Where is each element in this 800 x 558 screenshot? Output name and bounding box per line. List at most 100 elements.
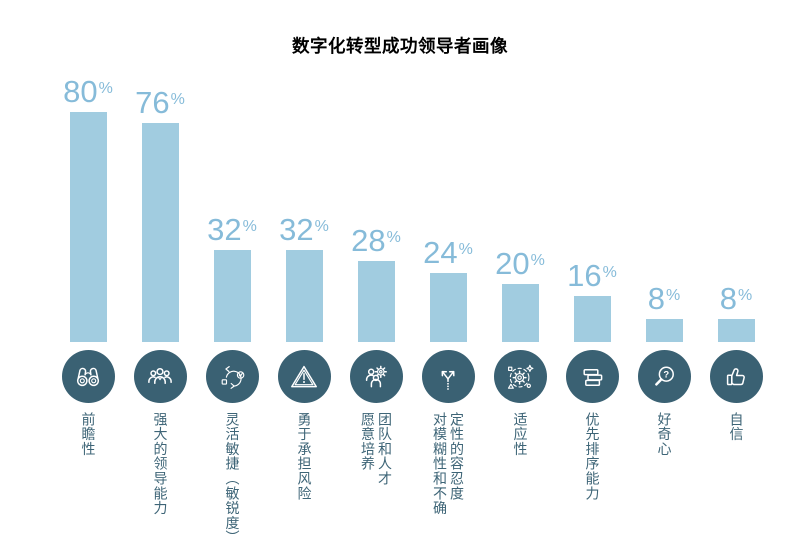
icon-cell <box>124 350 196 403</box>
bar-column: 8% <box>700 283 772 342</box>
icon-cell <box>268 350 340 403</box>
percent-sign: % <box>242 218 257 235</box>
percent-sign: % <box>666 287 681 304</box>
bar <box>645 319 683 342</box>
priority-list-icon <box>583 368 603 386</box>
percent-sign: % <box>602 264 617 281</box>
talent-gear-icon <box>365 365 387 387</box>
icons-row: ? <box>52 350 772 403</box>
value-label: 32% <box>279 214 329 245</box>
label-cell: 前瞻性 <box>52 412 124 456</box>
icon-circle <box>565 350 619 403</box>
label-cell: 对模糊性和不确 定性的容忍度 <box>412 412 484 516</box>
percent-sign: % <box>530 252 545 269</box>
bar <box>69 112 107 342</box>
label-cell: 勇于承担风险 <box>268 412 340 501</box>
category-label: 愿意培养 团队和人才 <box>360 412 393 486</box>
category-label: 前瞻性 <box>80 412 97 457</box>
value-label: 24% <box>423 237 473 268</box>
icon-circle <box>277 350 331 403</box>
bar-column: 32% <box>196 214 268 342</box>
category-label: 适应性 <box>512 412 529 457</box>
category-label: 强大的领导能力 <box>152 412 169 516</box>
label-cell: 灵活敏捷（敏锐度） <box>196 412 268 545</box>
value-number: 8 <box>647 281 665 316</box>
value-label: 80% <box>63 76 113 107</box>
label-cell: 适应性 <box>484 412 556 456</box>
labels-row: 前瞻性 强大的领导能力 灵活敏捷（敏锐度） 勇于承担风险 愿意培养 团队和人才 … <box>52 412 772 545</box>
value-label: 76% <box>135 87 185 118</box>
value-label: 20% <box>495 248 545 279</box>
value-number: 20 <box>495 246 530 281</box>
magnifier-question-icon: ? <box>655 366 674 386</box>
icon-cell <box>556 350 628 403</box>
percent-sign: % <box>98 80 113 97</box>
bars-area: 80% 76% 32% 32% 28% 24% 20% 16% <box>52 76 772 342</box>
value-label: 28% <box>351 225 401 256</box>
percent-sign: % <box>458 241 473 258</box>
bar-column: 16% <box>556 260 628 342</box>
category-label: 优先排序能力 <box>584 412 601 501</box>
icon-circle <box>493 350 547 403</box>
value-label: 16% <box>567 260 617 291</box>
bar-column: 8% <box>628 283 700 342</box>
bar <box>213 250 251 342</box>
value-number: 8 <box>719 281 737 316</box>
icon-circle <box>205 350 259 403</box>
bar <box>717 319 755 342</box>
chart-title: 数字化转型成功领导者画像 <box>292 36 508 56</box>
value-label: 8% <box>648 283 680 314</box>
label-cell: 优先排序能力 <box>556 412 628 501</box>
svg-text:?: ? <box>663 369 669 380</box>
value-label: 8% <box>720 283 752 314</box>
bar-column: 32% <box>268 214 340 342</box>
value-number: 32 <box>279 212 314 247</box>
value-number: 80 <box>63 74 98 109</box>
icon-circle <box>61 350 115 403</box>
bar-column: 80% <box>52 76 124 342</box>
category-label: 勇于承担风险 <box>296 412 313 501</box>
bar-column: 28% <box>340 225 412 342</box>
label-cell: 自信 <box>700 412 772 442</box>
bar-column: 24% <box>412 237 484 342</box>
binoculars-icon <box>76 367 100 386</box>
label-cell: 强大的领导能力 <box>124 412 196 516</box>
bar-column: 20% <box>484 248 556 342</box>
icon-circle <box>133 350 187 403</box>
agile-loop-icon <box>221 365 245 389</box>
value-number: 28 <box>351 223 386 258</box>
percent-sign: % <box>386 229 401 246</box>
fork-arrows-icon <box>441 370 455 390</box>
label-cell: 好奇心 <box>628 412 700 456</box>
category-label: 灵活敏捷（敏锐度） <box>224 412 241 546</box>
icon-cell <box>484 350 556 403</box>
percent-sign: % <box>738 287 753 304</box>
category-label: 好奇心 <box>656 412 673 457</box>
bar <box>501 284 539 342</box>
bar <box>357 261 395 342</box>
icon-cell <box>52 350 124 403</box>
adapt-gear-icon <box>507 364 534 389</box>
icon-cell: ? <box>628 350 700 403</box>
icon-circle <box>421 350 475 403</box>
icon-circle: ? <box>637 350 691 403</box>
icon-cell <box>700 350 772 403</box>
percent-sign: % <box>170 91 185 108</box>
warning-triangle-icon <box>291 365 317 387</box>
thumbs-up-icon <box>726 367 745 385</box>
bar <box>285 250 323 342</box>
value-number: 32 <box>207 212 242 247</box>
percent-sign: % <box>314 218 329 235</box>
value-number: 24 <box>423 235 458 270</box>
icon-circle <box>349 350 403 403</box>
bar <box>141 123 179 342</box>
label-cell: 愿意培养 团队和人才 <box>340 412 412 486</box>
icon-cell <box>196 350 268 403</box>
icon-cell <box>340 350 412 403</box>
bar <box>429 273 467 342</box>
bar <box>573 296 611 342</box>
category-label: 自信 <box>728 412 745 442</box>
bar-column: 76% <box>124 87 196 342</box>
value-number: 16 <box>567 258 602 293</box>
